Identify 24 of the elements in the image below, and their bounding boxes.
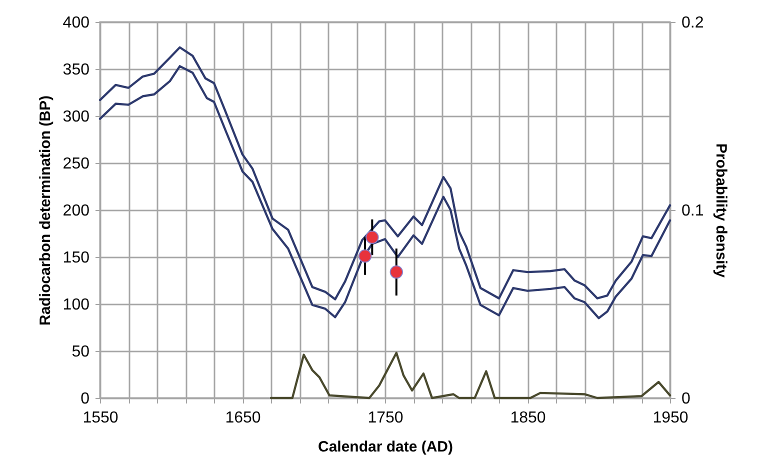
y2-axis-title: Probability density bbox=[712, 143, 730, 278]
x-tick-label: 1550 bbox=[82, 410, 118, 426]
y2-tick-label: 0.1 bbox=[682, 202, 704, 220]
y-tick-label: 100 bbox=[62, 296, 90, 314]
x-axis-title: Calendar date (AD) bbox=[318, 438, 454, 456]
y-tick-label: 250 bbox=[62, 156, 90, 172]
point bbox=[390, 265, 404, 279]
y-tick-label: 0 bbox=[80, 390, 90, 408]
y-tick-label: 150 bbox=[62, 250, 90, 266]
y-axis-title: Radiocarbon determination (BP) bbox=[36, 95, 54, 326]
y-tick-label: 50 bbox=[72, 344, 90, 360]
x-tick-label: 1750 bbox=[368, 410, 404, 426]
point bbox=[358, 249, 372, 263]
y-tick-label: 400 bbox=[62, 14, 90, 32]
y-tick-label: 300 bbox=[62, 108, 90, 126]
y2-tick-label: 0.2 bbox=[682, 14, 704, 32]
x-tick-label: 1850 bbox=[510, 410, 546, 426]
line-series bbox=[270, 352, 672, 400]
y2-tick-label: 0 bbox=[682, 390, 690, 408]
y-tick-label: 200 bbox=[62, 202, 90, 220]
x-tick-label: 1650 bbox=[225, 410, 261, 426]
x-tick-label: 1950 bbox=[652, 410, 688, 426]
y-tick-label: 350 bbox=[62, 62, 90, 78]
point bbox=[366, 230, 379, 244]
